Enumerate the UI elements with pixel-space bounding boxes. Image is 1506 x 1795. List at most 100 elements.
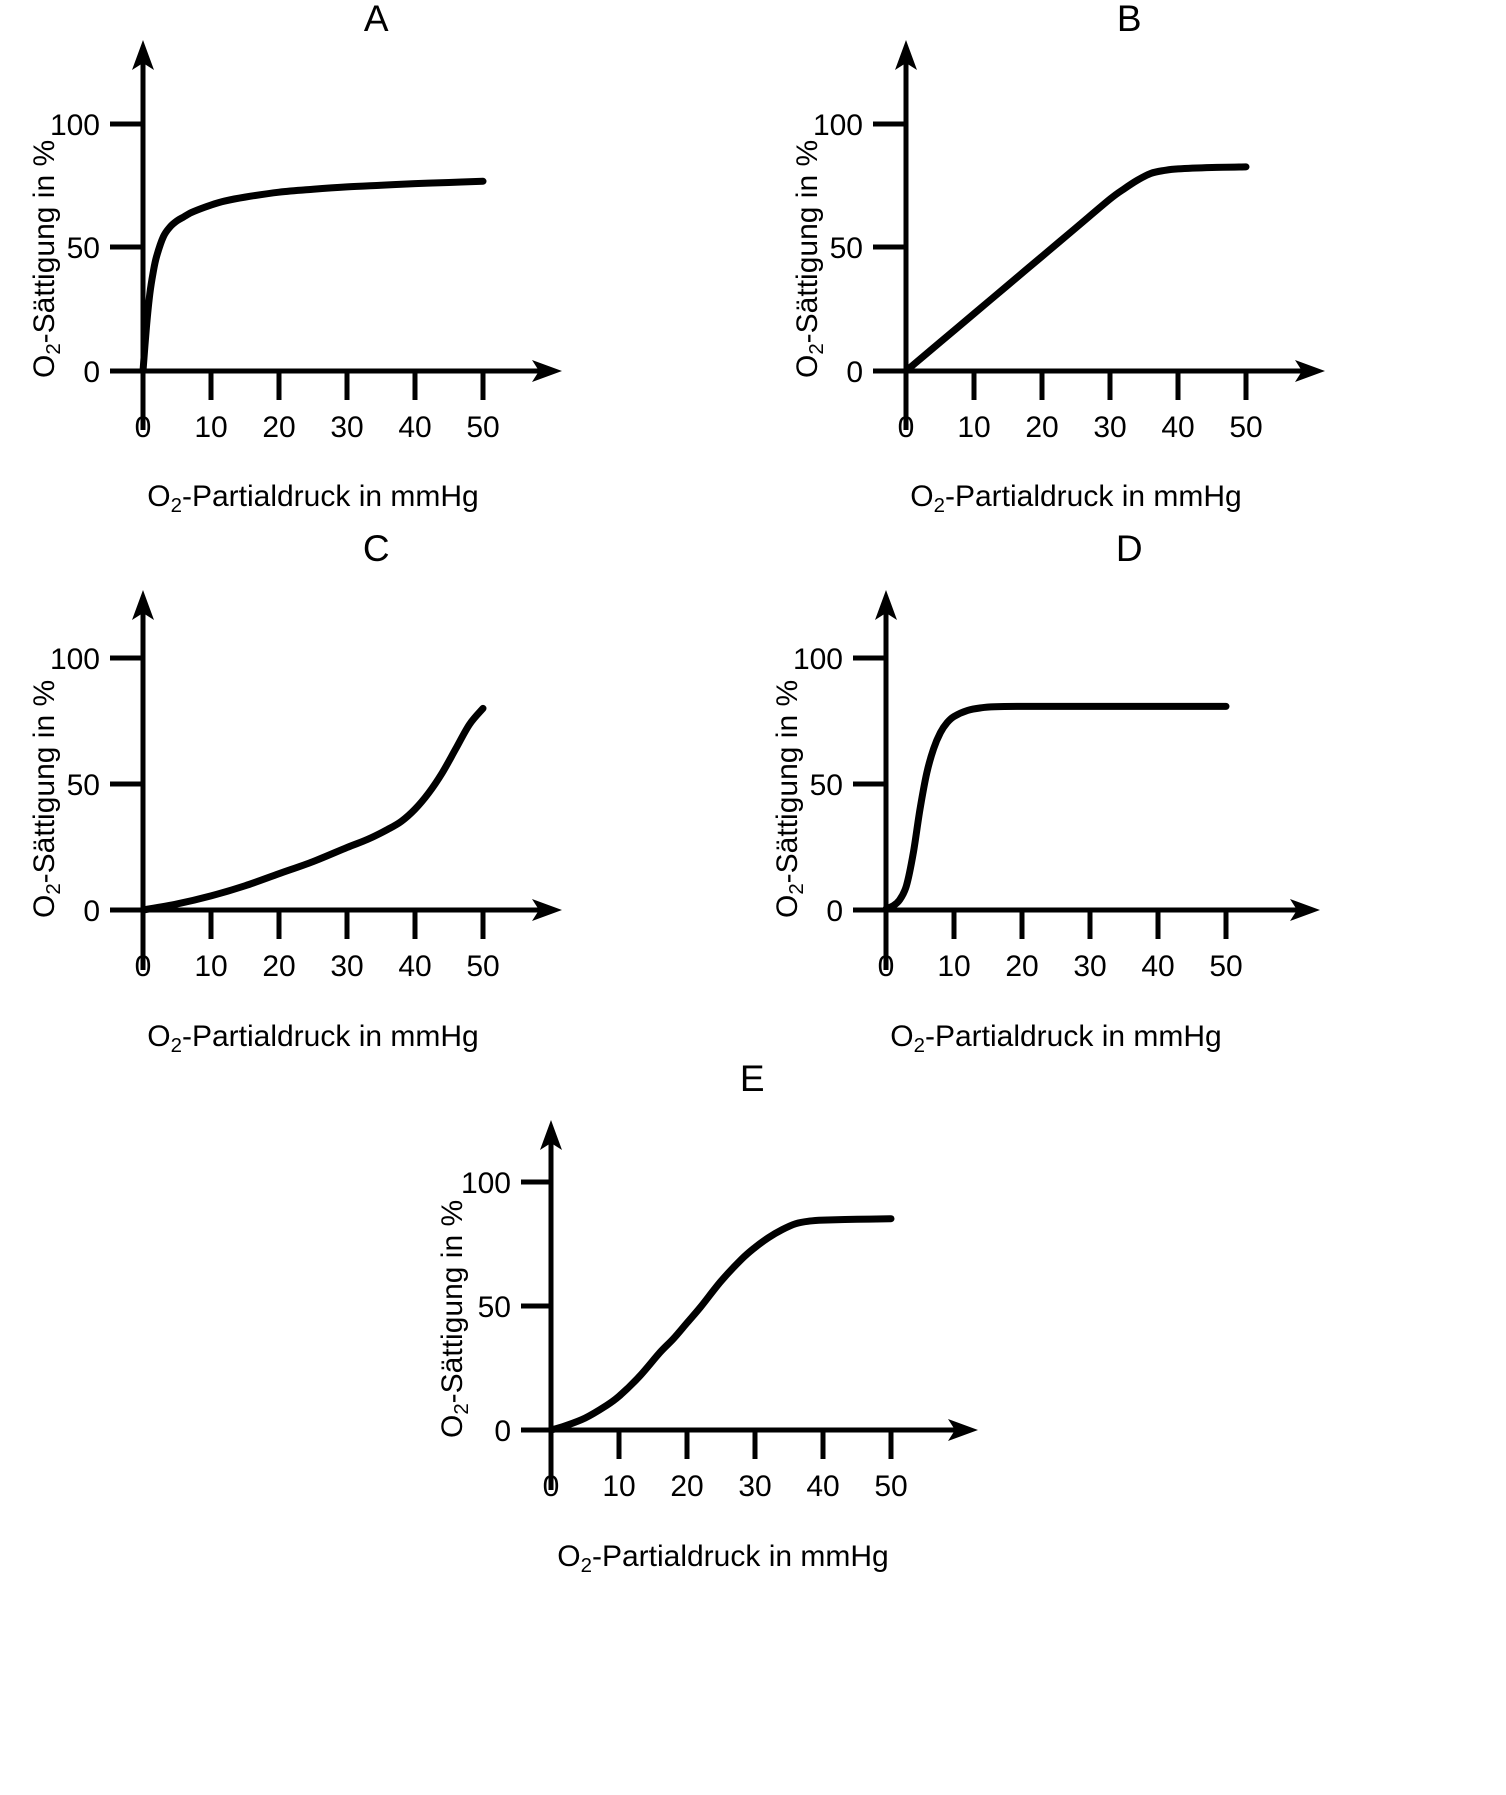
panel-d-x-ticks — [883, 910, 1229, 939]
panel-c-svg: 100 50 0 0 10 20 30 40 50 — [50, 590, 562, 983]
panel-a-x-axis — [110, 360, 562, 382]
panel-d-plot: 100 50 0 0 10 20 30 40 50 — [753, 530, 1506, 1060]
panel-d-curve — [882, 702, 1230, 913]
panel-a-letter: A — [363, 0, 390, 39]
panel-b-curve-main — [902, 163, 1250, 375]
panel-d-xtick-50: 50 — [1209, 950, 1242, 983]
panel-e-svg: 100 50 0 0 10 20 30 40 50 — [461, 1120, 978, 1503]
panel-c-x-axis — [110, 899, 562, 921]
panel-e-xtick-40: 40 — [806, 1470, 839, 1503]
panel-b-xtick-20: 20 — [1025, 411, 1058, 444]
panel-e-xtick-30: 30 — [738, 1470, 771, 1503]
y-title-rest: -Sättigung in % — [28, 139, 61, 344]
panel-d-ytick-50: 50 — [810, 769, 843, 802]
x-title-o: O — [910, 480, 934, 513]
y-title-rest: -Sättigung in % — [771, 679, 804, 884]
x-title-sub: 2 — [170, 494, 182, 517]
panel-d-x-axis-title: O2-Partialdruck in mmHg — [890, 1020, 1222, 1056]
panel-c-x-axis-title: O2-Partialdruck in mmHg — [147, 1020, 479, 1056]
x-title-sub: 2 — [580, 1554, 592, 1577]
x-title-o: O — [147, 480, 171, 513]
panel-d-svg: 100 50 0 0 10 20 30 40 50 — [793, 590, 1320, 983]
panel-c-xtick-40: 40 — [398, 950, 431, 983]
panel-c-y-ticks — [110, 655, 143, 787]
panel-b-ytick-50: 50 — [830, 232, 863, 265]
panel-c-plot: 100 50 0 0 10 20 30 40 50 — [0, 530, 753, 1060]
panel-e-plot: 100 50 0 0 10 20 30 40 50 — [376, 1060, 1129, 1620]
x-title-rest: -Partialdruck in mmHg — [944, 480, 1242, 513]
panel-c-ytick-0: 0 — [83, 895, 100, 928]
x-title-sub: 2 — [170, 1034, 182, 1057]
panel-b-plot: 100 50 0 0 10 20 30 40 50 — [753, 0, 1506, 530]
x-title-o: O — [890, 1020, 914, 1053]
panel-b-ytick-100: 100 — [813, 109, 863, 142]
y-title-o: O — [28, 354, 61, 378]
panel-e-xtick-20: 20 — [670, 1470, 703, 1503]
panel-e-xtick-0: 0 — [543, 1470, 560, 1503]
panel-c-xtick-50: 50 — [466, 950, 499, 983]
y-title-sub: 2 — [42, 883, 65, 895]
y-title-o: O — [791, 354, 824, 378]
panel-b-x-ticks — [903, 371, 1249, 400]
y-title-o: O — [28, 894, 61, 918]
panel-e-curve — [547, 1215, 895, 1434]
panel-c: C 100 50 0 — [0, 530, 753, 1060]
panel-a-x-axis-title: O2-Partialdruck in mmHg — [147, 480, 478, 516]
panel-a-ytick-0: 0 — [83, 356, 100, 389]
panel-a-xtick-10: 10 — [194, 411, 227, 444]
y-title-rest: -Sättigung in % — [28, 679, 61, 884]
panel-d-ytick-100: 100 — [793, 643, 843, 676]
panel-c-curve — [139, 704, 487, 914]
x-title-o: O — [147, 1020, 171, 1053]
x-title-rest: -Partialdruck in mmHg — [924, 1020, 1222, 1053]
x-title-rest: -Partialdruck in mmHg — [591, 1540, 889, 1573]
panel-c-ytick-100: 100 — [50, 643, 100, 676]
panel-b-xtick-30: 30 — [1093, 411, 1126, 444]
panel-a-ytick-100: 100 — [50, 109, 100, 142]
panel-b-letter: B — [1116, 0, 1143, 39]
y-title-o: O — [436, 1414, 469, 1438]
panel-a-xtick-30: 30 — [330, 411, 363, 444]
panel-d-xtick-10: 10 — [937, 950, 970, 983]
panel-b-y-axis-title: O2-Sättigung in % — [791, 139, 828, 378]
panel-c-xtick-0: 0 — [135, 950, 152, 983]
panel-a-xtick-0: 0 — [135, 411, 152, 444]
panel-c-xtick-10: 10 — [194, 950, 227, 983]
y-title-sub: 2 — [42, 343, 65, 355]
panel-d-ytick-0: 0 — [826, 895, 843, 928]
panel-c-ytick-50: 50 — [67, 769, 100, 802]
panel-a-xtick-50: 50 — [466, 411, 499, 444]
panel-e-x-axis — [521, 1419, 978, 1441]
panel-b-xtick-50: 50 — [1229, 411, 1262, 444]
x-title-rest: -Partialdruck in mmHg — [181, 1020, 479, 1053]
x-title-sub: 2 — [933, 494, 945, 517]
panel-d-xtick-20: 20 — [1005, 950, 1038, 983]
panel-d-xtick-40: 40 — [1141, 950, 1174, 983]
panel-d-letter: D — [1115, 528, 1144, 569]
y-title-rest: -Sättigung in % — [791, 139, 824, 344]
panel-a: A 100 50 0 — [0, 0, 753, 530]
panel-a-plot: 100 50 0 0 10 20 30 40 50 — [0, 0, 753, 530]
panel-a-x-ticks — [140, 371, 486, 400]
x-title-o: O — [557, 1540, 581, 1573]
panel-d-xtick-30: 30 — [1073, 950, 1106, 983]
y-title-sub: 2 — [785, 883, 808, 895]
panel-a-svg: 100 50 0 0 10 20 30 40 50 — [50, 40, 562, 444]
panel-e-xtick-10: 10 — [602, 1470, 635, 1503]
panel-b-x-axis — [873, 360, 1325, 382]
panel-e-xtick-50: 50 — [874, 1470, 907, 1503]
panel-b-xtick-40: 40 — [1161, 411, 1194, 444]
x-title-sub: 2 — [913, 1034, 925, 1057]
panel-e-x-ticks — [548, 1430, 894, 1459]
panel-e-ytick-100: 100 — [461, 1167, 511, 1200]
panel-e-ytick-0: 0 — [494, 1415, 511, 1448]
panel-e-x-axis-title: O2-Partialdruck in mmHg — [557, 1540, 889, 1576]
panel-e-ytick-50: 50 — [478, 1291, 511, 1324]
panel-a-xtick-40: 40 — [398, 411, 431, 444]
panel-b-ytick-0: 0 — [846, 356, 863, 389]
panel-c-letter: C — [362, 528, 391, 569]
y-title-sub: 2 — [805, 343, 828, 355]
panel-a-y-ticks — [110, 121, 143, 250]
panel-b-xtick-0: 0 — [898, 411, 915, 444]
panel-d-xtick-0: 0 — [878, 950, 895, 983]
